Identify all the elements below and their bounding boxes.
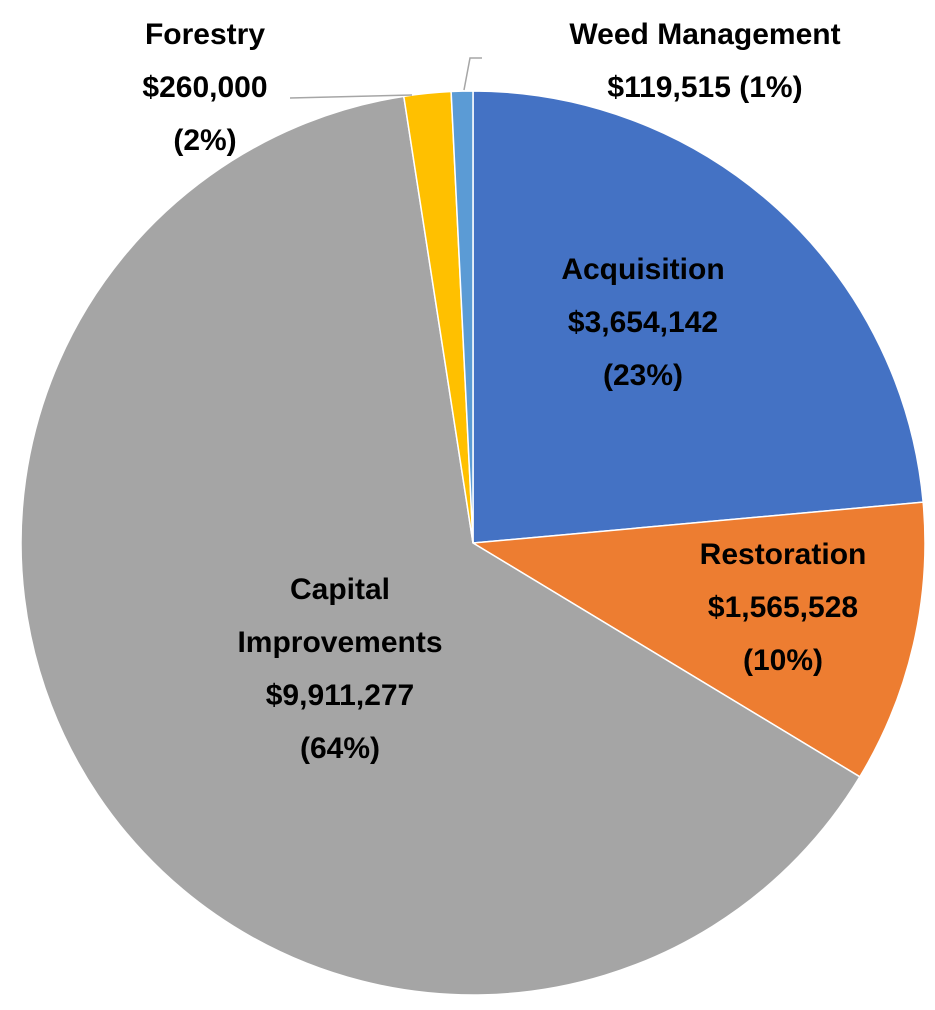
percent-label: (2%) xyxy=(173,124,237,157)
slice-label: Acquisition $3,654,142 (23%) xyxy=(543,243,743,402)
percent-label: (1%) xyxy=(739,71,803,104)
leader-line xyxy=(463,57,482,91)
slices xyxy=(20,90,926,996)
value-label: $3,654,142 xyxy=(567,306,719,339)
value-label: $260,000 xyxy=(142,71,268,104)
category-label: Forestry xyxy=(144,18,266,51)
slice-label: Restoration $1,565,528 (10%) xyxy=(683,528,883,687)
category-label: Acquisition xyxy=(561,253,725,286)
slice-label: Weed Management $119,515 (1%) xyxy=(505,8,905,114)
pie-slice xyxy=(450,90,474,544)
value-label: $1,565,528 xyxy=(707,591,859,624)
category-label: Weed Management xyxy=(569,18,841,51)
slice-label: Forestry $260,000 (2%) xyxy=(105,8,305,167)
leader-line xyxy=(289,94,413,99)
category-label: Capital Improvements xyxy=(237,573,443,659)
percent-label: (10%) xyxy=(742,644,824,677)
category-label: Restoration xyxy=(699,538,867,571)
percent-label: (23%) xyxy=(602,359,684,392)
pie-slice xyxy=(472,90,924,544)
pie-slice xyxy=(20,95,861,996)
value-label: $119,515 xyxy=(607,71,731,104)
slice-label: Capital Improvements $9,911,277 (64%) xyxy=(200,563,480,775)
pie-slice xyxy=(470,501,926,778)
percent-label: (64%) xyxy=(299,732,381,765)
value-label: $9,911,277 xyxy=(265,679,415,712)
